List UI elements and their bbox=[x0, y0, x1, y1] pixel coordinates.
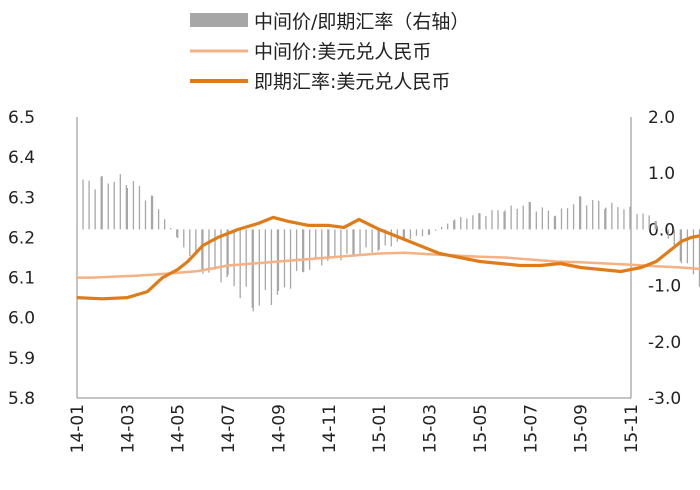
y-left-tick-label: 6.3 bbox=[8, 188, 35, 208]
legend-swatch-ratio bbox=[190, 13, 248, 27]
y-left-tick-label: 6.5 bbox=[8, 108, 35, 128]
x-tick-label: 15-11 bbox=[622, 404, 642, 453]
rate-lines bbox=[76, 215, 700, 301]
x-tick-label: 15-07 bbox=[521, 404, 541, 453]
y-right-tick-label: -2.0 bbox=[648, 333, 681, 353]
x-tick-label: 15-09 bbox=[572, 404, 592, 453]
y-left-tick-label: 6.1 bbox=[8, 269, 35, 289]
legend-entry-central-parity: 中间价:美元兑人民币 bbox=[190, 41, 431, 63]
y-right-tick-label: 0.0 bbox=[648, 220, 675, 240]
legend-label-spot-rate: 即期汇率:美元兑人民币 bbox=[254, 71, 450, 93]
y-left-tick-label: 5.9 bbox=[8, 349, 35, 369]
legend: 中间价/即期汇率（右轴） 中间价:美元兑人民币 即期汇率:美元兑人民币 bbox=[190, 11, 469, 93]
y-right-tick-label: 2.0 bbox=[648, 108, 675, 128]
legend-entry-ratio: 中间价/即期汇率（右轴） bbox=[190, 11, 469, 33]
legend-label-ratio: 中间价/即期汇率（右轴） bbox=[254, 11, 469, 33]
legend-entry-spot-rate: 即期汇率:美元兑人民币 bbox=[190, 71, 450, 93]
x-tick-label: 14-03 bbox=[118, 404, 138, 453]
x-tick-label: 14-07 bbox=[219, 404, 239, 453]
x-tick-label: 14-01 bbox=[68, 404, 88, 453]
spot-rate-line bbox=[76, 215, 700, 301]
x-tick-label: 15-05 bbox=[471, 404, 491, 453]
y-left-tick-label: 6.2 bbox=[8, 228, 35, 248]
legend-label-central-parity: 中间价:美元兑人民币 bbox=[254, 41, 431, 63]
x-tick-label: 14-09 bbox=[269, 404, 289, 453]
x-tick-label: 14-11 bbox=[320, 404, 340, 453]
y-left-tick-labels: 5.8 5.9 6.0 6.1 6.2 6.3 6.4 6.5 bbox=[8, 108, 35, 409]
ratio-bars bbox=[76, 174, 700, 312]
x-tick-labels: 14-01 14-03 14-05 14-07 14-09 14-11 15-01 15-03… bbox=[68, 404, 642, 453]
axes bbox=[76, 117, 632, 399]
y-right-tick-label: -3.0 bbox=[648, 389, 681, 409]
y-right-tick-labels: -3.0 -2.0 -1.0 0.0 1.0 2.0 bbox=[648, 108, 681, 409]
x-tick-label: 14-05 bbox=[169, 404, 189, 453]
y-right-tick-label: -1.0 bbox=[648, 277, 681, 297]
y-right-tick-label: 1.0 bbox=[648, 164, 675, 184]
y-left-tick-label: 6.4 bbox=[8, 148, 35, 168]
x-tick-label: 15-01 bbox=[370, 404, 390, 453]
x-tick-label: 15-03 bbox=[421, 404, 441, 453]
y-left-tick-label: 6.0 bbox=[8, 309, 35, 329]
y-left-tick-label: 5.8 bbox=[8, 389, 35, 409]
